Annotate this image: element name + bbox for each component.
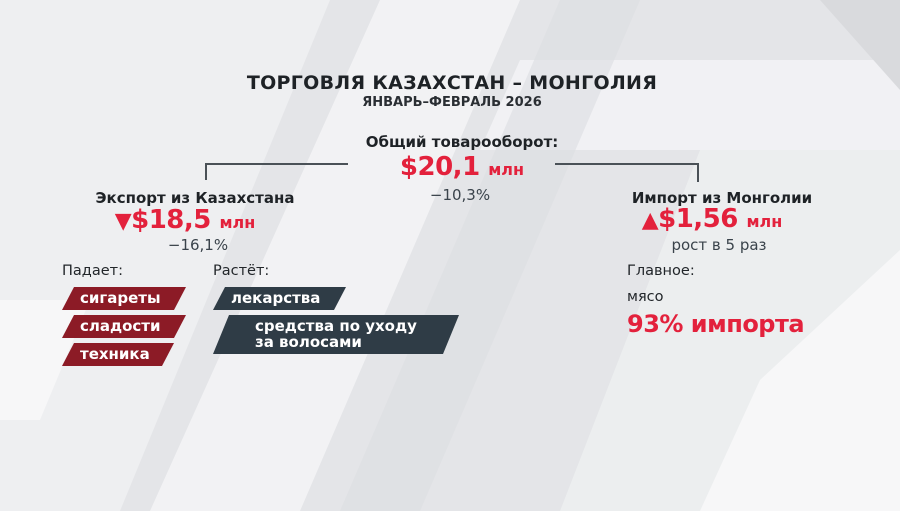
main-item: мясо <box>627 289 664 305</box>
falling-tag: сигареты <box>62 287 186 310</box>
up-triangle-icon: ▲ <box>641 208 659 233</box>
total-label: Общий товарооборот: <box>365 133 559 151</box>
bracket-right-h <box>555 163 699 165</box>
down-triangle-icon: ▼ <box>114 209 132 234</box>
falling-tag: сладости <box>62 315 186 338</box>
rising-tag: лекарства <box>213 287 346 310</box>
import-value: ▲$1,56 млн <box>641 204 783 234</box>
import-change: рост в 5 раз <box>671 236 767 254</box>
title: ТОРГОВЛЯ КАЗАХСТАН – МОНГОЛИЯ <box>246 72 658 94</box>
export-label: Экспорт из Казахстана <box>95 189 295 207</box>
period: ЯНВАРЬ–ФЕВРАЛЬ 2026 <box>362 95 542 110</box>
export-value: ▼$18,5 млн <box>114 205 256 235</box>
bracket-left-h <box>205 163 348 165</box>
total-value: $20,1 млн <box>399 152 525 182</box>
rising-label: Растёт: <box>213 263 270 279</box>
main-share: 93% импорта <box>627 310 805 338</box>
rising-tag: средства по уходу за волосами <box>213 315 459 354</box>
total-change: −10,3% <box>429 186 491 204</box>
main-label: Главное: <box>627 263 695 279</box>
import-label: Импорт из Монголии <box>631 189 813 207</box>
bracket-left-v <box>205 163 207 180</box>
falling-tag: техника <box>62 343 174 366</box>
export-change: −16,1% <box>167 236 229 254</box>
bracket-right-v <box>697 163 699 182</box>
falling-label: Падает: <box>62 263 123 279</box>
